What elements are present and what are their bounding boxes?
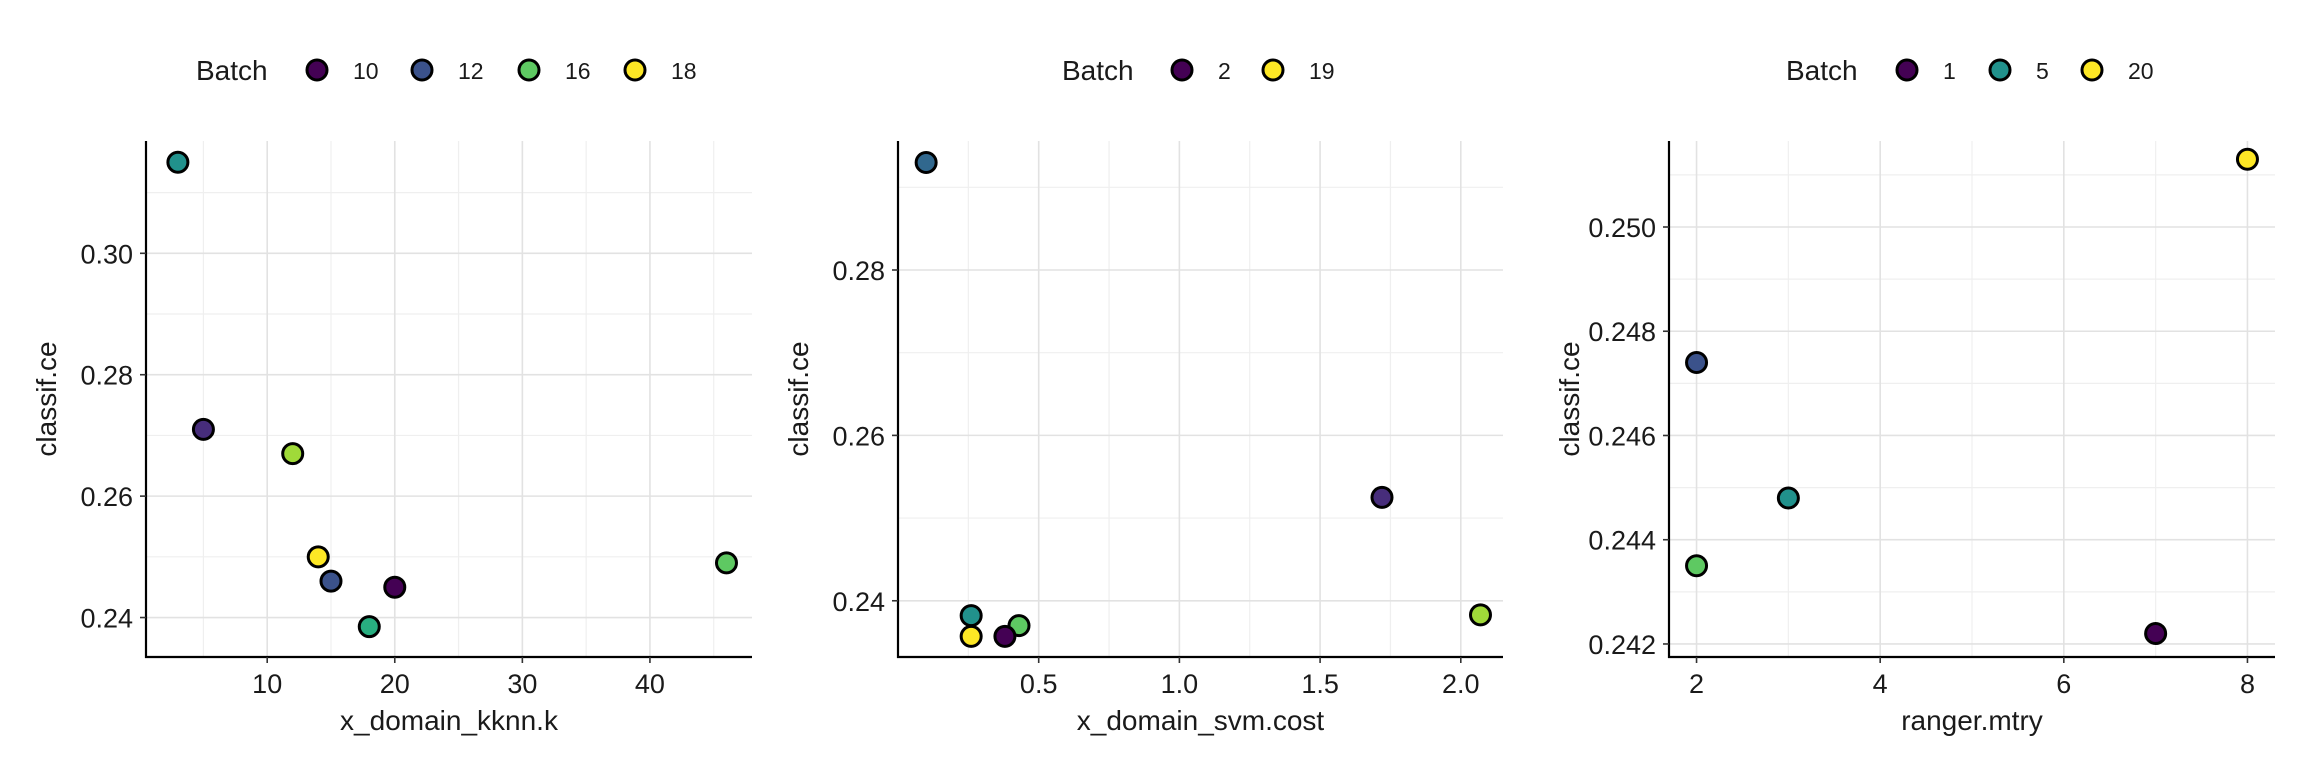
y-tick-label: 0.248 xyxy=(1588,317,1656,347)
data-point xyxy=(959,624,983,648)
data-point xyxy=(1468,603,1492,627)
x-axis-title: x_domain_svm.cost xyxy=(1077,705,1325,736)
x-tick-label: 6 xyxy=(2056,669,2071,699)
x-tick-label: 10 xyxy=(252,669,282,699)
x-tick-label: 8 xyxy=(2240,669,2255,699)
x-tick-label: 1.5 xyxy=(1301,669,1339,699)
data-point xyxy=(2144,622,2168,646)
y-tick-label: 0.246 xyxy=(1588,421,1656,451)
legend-swatch xyxy=(623,58,647,82)
x-tick-label: 2.0 xyxy=(1442,669,1480,699)
data-point xyxy=(1685,351,1709,375)
y-tick-label: 0.26 xyxy=(80,482,133,512)
x-tick-label: 1.0 xyxy=(1161,669,1199,699)
legend-label: 16 xyxy=(565,58,591,84)
legend-swatch xyxy=(517,58,541,82)
legend-title: Batch xyxy=(1062,55,1134,86)
legend: Batch 2 19 xyxy=(1062,55,1335,86)
x-tick-label: 2 xyxy=(1689,669,1704,699)
data-point xyxy=(166,150,190,174)
data-point xyxy=(714,551,738,575)
legend: Batch 1 5 20 xyxy=(1786,55,2154,86)
legend-label: 10 xyxy=(353,58,379,84)
x-axis-title: ranger.mtry xyxy=(1901,705,2043,736)
legend-label: 20 xyxy=(2128,58,2154,84)
y-tick-label: 0.28 xyxy=(80,361,133,391)
y-tick-label: 0.250 xyxy=(1588,213,1656,243)
x-tick-label: 30 xyxy=(507,669,537,699)
legend-swatch xyxy=(410,58,434,82)
y-tick-label: 0.242 xyxy=(1588,630,1656,660)
y-tick-label: 0.24 xyxy=(80,604,133,634)
legend-swatch xyxy=(1988,58,2012,82)
legend-label: 18 xyxy=(671,58,697,84)
y-tick-label: 0.26 xyxy=(832,421,885,451)
legend-label: 2 xyxy=(1218,58,1231,84)
legend-title: Batch xyxy=(196,55,268,86)
x-tick-label: 4 xyxy=(1873,669,1888,699)
data-point xyxy=(1776,486,1800,510)
legend-swatch xyxy=(1170,58,1194,82)
chart-panel-1: 10 20 30 40 0.24 0.26 0.28 0.30 x_domain_kknn.k c… xyxy=(31,55,752,736)
points xyxy=(1685,147,2259,646)
legend-label: 19 xyxy=(1309,58,1335,84)
y-tick-label: 0.28 xyxy=(832,256,885,286)
y-tick-label: 0.24 xyxy=(832,587,885,617)
data-point xyxy=(1685,554,1709,578)
chart-panel-3: 2 4 6 8 0.242 0.244 0.246 0.248 0.250 ranger.mtry… xyxy=(1554,55,2275,736)
y-axis-title: classif.ce xyxy=(1554,341,1585,456)
y-tick-label: 0.244 xyxy=(1588,526,1656,556)
legend-swatch xyxy=(1261,58,1285,82)
x-tick-label: 40 xyxy=(635,669,665,699)
legend-label: 1 xyxy=(1943,58,1956,84)
data-point xyxy=(2235,147,2259,171)
points xyxy=(914,151,1492,648)
legend-swatch xyxy=(305,58,329,82)
y-tick-label: 0.30 xyxy=(80,239,133,269)
legend-label: 12 xyxy=(458,58,484,84)
data-point xyxy=(383,575,407,599)
data-point xyxy=(319,569,343,593)
legend-swatch xyxy=(2080,58,2104,82)
legend-title: Batch xyxy=(1786,55,1858,86)
data-point xyxy=(993,624,1017,648)
data-point xyxy=(1370,485,1394,509)
grid xyxy=(898,141,1503,657)
chart-panel-2: 0.5 1.0 1.5 2.0 0.24 0.26 0.28 x_domain_svm.cos… xyxy=(783,55,1503,736)
y-axis-title: classif.ce xyxy=(783,341,814,456)
points xyxy=(166,150,738,639)
data-point xyxy=(914,151,938,174)
grid xyxy=(146,141,752,657)
data-point xyxy=(357,615,381,639)
y-axis-title: classif.ce xyxy=(31,341,62,456)
legend-label: 5 xyxy=(2036,58,2049,84)
data-point xyxy=(959,604,983,628)
x-tick-label: 0.5 xyxy=(1020,669,1058,699)
legend-swatch xyxy=(1895,58,1919,82)
data-point xyxy=(281,442,305,466)
x-axis-title: x_domain_kknn.k xyxy=(340,705,559,736)
grid xyxy=(1669,141,2275,657)
data-point xyxy=(191,417,215,441)
legend: Batch 10 12 16 18 xyxy=(196,55,697,86)
x-tick-label: 20 xyxy=(380,669,410,699)
data-point xyxy=(306,545,330,569)
